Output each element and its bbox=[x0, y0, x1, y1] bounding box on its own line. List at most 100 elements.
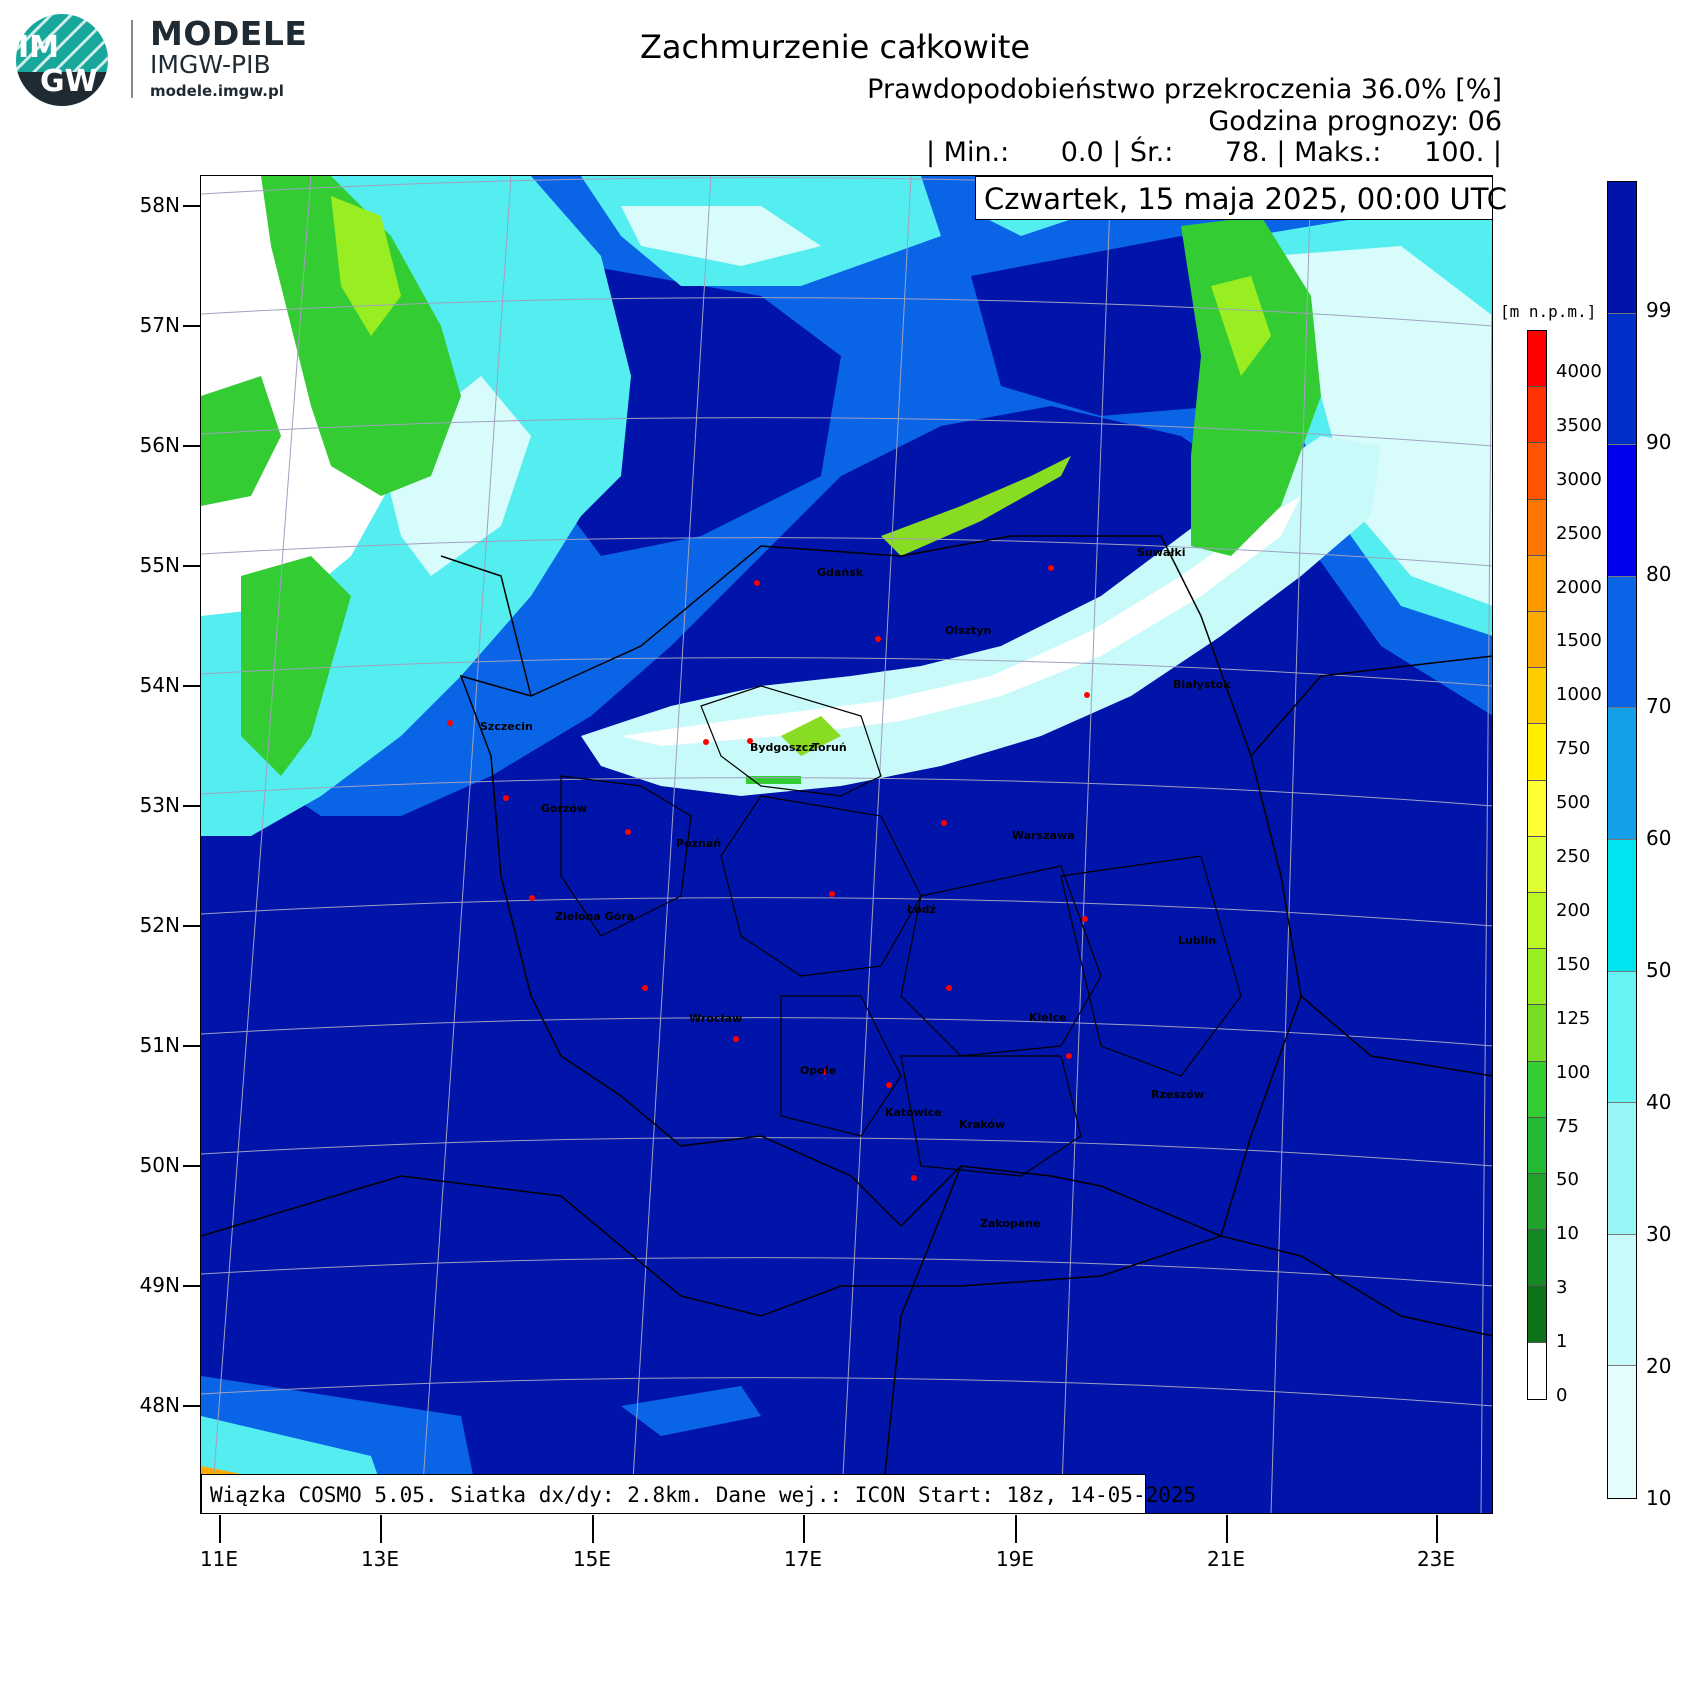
city-label-gorzow: Gorzów bbox=[541, 802, 588, 815]
city-label-gdansk: Gdańsk bbox=[817, 566, 864, 579]
terrain-legend-label: 200 bbox=[1556, 899, 1591, 921]
cloud-legend-swatch bbox=[1608, 182, 1636, 314]
terrain-legend-label: 3500 bbox=[1556, 414, 1602, 436]
lat-tick bbox=[183, 565, 201, 567]
cloud-legend-label: 50 bbox=[1646, 958, 1672, 982]
terrain-legend-swatch bbox=[1528, 1230, 1546, 1287]
cloud-legend-swatch bbox=[1608, 1103, 1636, 1235]
probability-line: Prawdopodobieństwo przekroczenia 36.0% [… bbox=[867, 74, 1502, 105]
terrain-legend-swatch bbox=[1528, 331, 1546, 388]
lat-tick bbox=[183, 1165, 201, 1167]
cloud-legend-swatch bbox=[1608, 1234, 1636, 1367]
lat-tick bbox=[183, 685, 201, 687]
city-markers bbox=[447, 565, 1090, 1181]
city-label-opole: Opole bbox=[800, 1064, 837, 1077]
cloud-legend-swatch bbox=[1608, 445, 1636, 577]
cloud-legend-bar bbox=[1607, 181, 1637, 1499]
city-label-kielce: Kielce bbox=[1029, 1011, 1067, 1024]
city-label-zielona-gora: Zielona Góra bbox=[555, 910, 635, 923]
lon-tick bbox=[380, 1515, 382, 1543]
terrain-legend-unit: [m n.p.m.] bbox=[1500, 302, 1597, 321]
cloud-legend-swatch bbox=[1608, 1366, 1636, 1498]
cloud-legend-label: 80 bbox=[1646, 562, 1672, 586]
cloud-legend-label: 10 bbox=[1646, 1486, 1672, 1510]
terrain-legend-swatch bbox=[1528, 1005, 1546, 1062]
lat-label: 50N bbox=[139, 1153, 180, 1177]
lon-tick bbox=[1015, 1515, 1017, 1543]
terrain-legend-swatch bbox=[1528, 836, 1546, 894]
terrain-legend-label: 1 bbox=[1556, 1331, 1568, 1353]
lat-label: 55N bbox=[139, 553, 180, 577]
city-label-wroclaw: Wrocław bbox=[689, 1012, 743, 1025]
terrain-legend-label: 1000 bbox=[1556, 684, 1602, 706]
cloud-legend-label: 90 bbox=[1646, 430, 1672, 454]
graticule bbox=[201, 176, 1493, 1514]
cloud-gap-band bbox=[581, 436, 1381, 796]
terrain-legend-bar bbox=[1527, 330, 1547, 1400]
lon-tick bbox=[1436, 1515, 1438, 1543]
country-borders bbox=[201, 535, 1493, 1514]
logo-badge-top: IM bbox=[18, 30, 60, 65]
city-label-katowice: Katowice bbox=[885, 1106, 942, 1119]
city-label-olsztyn: Olsztyn bbox=[945, 624, 992, 637]
cloud-legend-label: 20 bbox=[1646, 1354, 1672, 1378]
city-label-warszawa: Warszawa bbox=[1012, 829, 1075, 842]
lat-tick bbox=[183, 445, 201, 447]
terrain-legend-swatch bbox=[1528, 612, 1546, 669]
terrain-legend-swatch bbox=[1528, 780, 1546, 837]
stats-line: | Min.: 0.0 | Śr.: 78. | Maks.: 100. | bbox=[925, 137, 1502, 168]
terrain-legend-label: 750 bbox=[1556, 738, 1591, 760]
lat-tick bbox=[183, 1045, 201, 1047]
lon-label: 21E bbox=[1206, 1547, 1246, 1571]
lat-tick bbox=[183, 325, 201, 327]
terrain-band bbox=[881, 456, 1071, 556]
map-title: Zachmurzenie całkowite bbox=[640, 28, 1031, 66]
terrain-legend-label: 150 bbox=[1556, 953, 1591, 975]
forecast-hour-line: Godzina prognozy: 06 bbox=[1208, 106, 1502, 137]
city-label-zakopane: Zakopane bbox=[980, 1217, 1041, 1230]
terrain-legend-label: 125 bbox=[1556, 1007, 1591, 1029]
terrain-legend-swatch bbox=[1528, 1286, 1546, 1343]
cloud-legend-label: 60 bbox=[1646, 826, 1672, 850]
terrain-legend-label: 1500 bbox=[1556, 630, 1602, 652]
terrain-legend-label: 2500 bbox=[1556, 522, 1602, 544]
city-label-szczecin: Szczecin bbox=[480, 720, 533, 733]
city-label-lodz: Łódź bbox=[907, 903, 936, 916]
cloud-legend-label: 70 bbox=[1646, 694, 1672, 718]
lat-label: 48N bbox=[139, 1393, 180, 1417]
lon-label: 11E bbox=[199, 1547, 239, 1571]
terrain-legend-swatch bbox=[1528, 1342, 1546, 1399]
city-label-bialystok: Białystok bbox=[1173, 678, 1231, 691]
logo-separator bbox=[131, 20, 133, 98]
city-label-rzeszow: Rzeszów bbox=[1151, 1088, 1205, 1101]
lat-tick bbox=[183, 205, 201, 207]
terrain-legend-label: 100 bbox=[1556, 1061, 1591, 1083]
cloud-legend-label: 99 bbox=[1646, 298, 1672, 322]
logo-url[interactable]: modele.imgw.pl bbox=[150, 82, 284, 100]
lat-label: 56N bbox=[139, 433, 180, 457]
city-label-krakow: Kraków bbox=[959, 1118, 1006, 1131]
imgw-logo-icon bbox=[16, 14, 108, 106]
city-label-poznan: Poznań bbox=[676, 837, 722, 850]
terrain-denmark bbox=[201, 376, 281, 506]
terrain-legend-label: 500 bbox=[1556, 792, 1591, 814]
lat-label: 54N bbox=[139, 673, 180, 697]
lat-label: 53N bbox=[139, 793, 180, 817]
lon-tick bbox=[592, 1515, 594, 1543]
lon-label: 23E bbox=[1416, 1547, 1456, 1571]
logo-subtitle: IMGW-PIB bbox=[150, 50, 271, 79]
cloud-legend-swatch bbox=[1608, 708, 1636, 840]
lat-label: 52N bbox=[139, 913, 180, 937]
city-label-lublin: Lublin bbox=[1178, 934, 1217, 947]
lat-label: 51N bbox=[139, 1033, 180, 1057]
terrain-sweden bbox=[261, 176, 461, 496]
terrain-legend-swatch bbox=[1528, 668, 1546, 725]
terrain-legend-swatch bbox=[1528, 1061, 1546, 1118]
sea-overcast-2 bbox=[971, 236, 1261, 416]
logo-badge-bottom: GW bbox=[40, 64, 98, 99]
city-label-suwalki: Suwałki bbox=[1137, 546, 1186, 559]
cloud-legend-swatch bbox=[1608, 576, 1636, 709]
lat-tick bbox=[183, 1405, 201, 1407]
cloud-legend-label: 30 bbox=[1646, 1222, 1672, 1246]
lat-label: 57N bbox=[139, 313, 180, 337]
